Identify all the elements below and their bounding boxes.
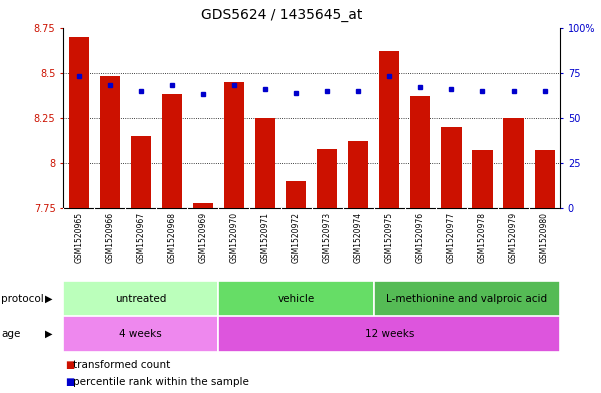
Bar <box>162 94 182 208</box>
Text: ▶: ▶ <box>45 294 52 304</box>
Text: GSM1520970: GSM1520970 <box>230 212 239 263</box>
Text: age: age <box>1 329 20 339</box>
Bar <box>193 203 213 208</box>
Text: GSM1520971: GSM1520971 <box>260 212 269 263</box>
Text: GSM1520966: GSM1520966 <box>105 212 114 263</box>
Bar <box>286 181 306 208</box>
Bar <box>224 82 244 208</box>
Text: GSM1520980: GSM1520980 <box>540 212 549 263</box>
Text: ▶: ▶ <box>45 329 52 339</box>
Text: transformed count: transformed count <box>73 360 171 370</box>
Text: percentile rank within the sample: percentile rank within the sample <box>73 377 249 387</box>
Bar <box>348 141 368 208</box>
Text: untreated: untreated <box>115 294 166 304</box>
Bar <box>374 281 560 316</box>
Text: GSM1520978: GSM1520978 <box>478 212 487 263</box>
Text: L-methionine and valproic acid: L-methionine and valproic acid <box>386 294 548 304</box>
Bar <box>218 281 374 316</box>
Text: vehicle: vehicle <box>278 294 315 304</box>
Bar <box>317 149 337 208</box>
Bar <box>472 151 493 208</box>
Text: GSM1520979: GSM1520979 <box>509 212 518 263</box>
Bar <box>63 316 218 352</box>
Text: 12 weeks: 12 weeks <box>365 329 414 339</box>
Text: ■: ■ <box>65 377 74 387</box>
Bar <box>504 118 523 208</box>
Text: GDS5624 / 1435645_at: GDS5624 / 1435645_at <box>201 7 362 22</box>
Bar <box>379 51 400 208</box>
Bar <box>69 37 89 208</box>
Text: GSM1520968: GSM1520968 <box>167 212 176 263</box>
Text: protocol: protocol <box>1 294 44 304</box>
Text: GSM1520976: GSM1520976 <box>416 212 425 263</box>
Bar <box>255 118 275 208</box>
Text: GSM1520972: GSM1520972 <box>291 212 300 263</box>
Text: GSM1520977: GSM1520977 <box>447 212 456 263</box>
Bar <box>130 136 151 208</box>
Bar <box>441 127 462 208</box>
Bar <box>534 151 555 208</box>
Text: GSM1520965: GSM1520965 <box>74 212 83 263</box>
Bar <box>63 281 218 316</box>
Bar <box>410 96 430 208</box>
Text: 4 weeks: 4 weeks <box>120 329 162 339</box>
Text: GSM1520973: GSM1520973 <box>323 212 332 263</box>
Text: GSM1520975: GSM1520975 <box>385 212 394 263</box>
Text: GSM1520967: GSM1520967 <box>136 212 145 263</box>
Text: GSM1520974: GSM1520974 <box>354 212 363 263</box>
Bar <box>218 316 560 352</box>
Text: ■: ■ <box>65 360 74 370</box>
Bar <box>100 76 120 208</box>
Text: GSM1520969: GSM1520969 <box>198 212 207 263</box>
